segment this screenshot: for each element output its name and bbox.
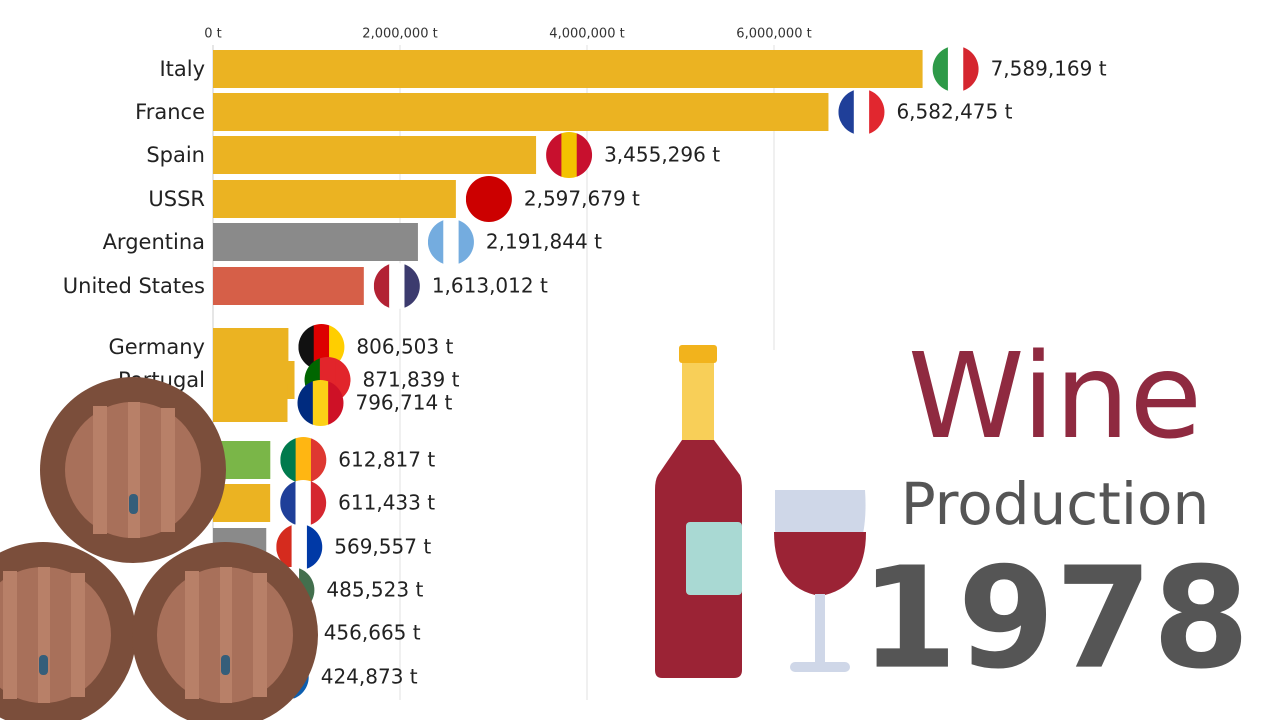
flag-stripe <box>310 437 327 483</box>
flag-stripe <box>838 89 855 135</box>
flag-stripe <box>427 219 444 265</box>
category-label: Italy <box>159 57 205 81</box>
flag <box>373 263 420 309</box>
value-label: 612,817 t <box>338 448 435 472</box>
flag <box>932 46 979 92</box>
value-label: 1,613,012 t <box>432 274 548 298</box>
flag-stripe <box>443 219 460 265</box>
flag <box>838 89 885 135</box>
bar <box>213 267 364 305</box>
flag-stripe <box>963 46 979 92</box>
flag-stripe <box>310 480 327 526</box>
value-label: 806,503 t <box>356 335 453 359</box>
flag-stripe <box>297 380 314 426</box>
flag-stripe <box>295 437 312 483</box>
value-label: 485,523 t <box>326 578 423 602</box>
value-label: 7,589,169 t <box>991 57 1107 81</box>
flag <box>280 480 327 526</box>
bar <box>213 328 289 366</box>
x-tick-label: 4,000,000 t <box>549 27 624 42</box>
flag-stripe <box>853 89 870 135</box>
flag <box>427 219 474 265</box>
flag-stripe <box>306 524 323 570</box>
flag <box>465 176 512 222</box>
flag-stripe <box>561 132 578 178</box>
flag-stripe <box>276 524 293 570</box>
barrels <box>0 377 318 720</box>
bar <box>213 223 418 261</box>
x-tick-label: 0 t <box>204 27 222 42</box>
bar <box>213 384 288 422</box>
value-label: 611,433 t <box>338 491 435 515</box>
value-label: 796,714 t <box>355 391 452 415</box>
x-tick-label: 2,000,000 t <box>362 27 437 42</box>
wine-bottle <box>655 345 742 678</box>
flag-stripe <box>404 263 420 309</box>
bar <box>213 50 923 88</box>
wine-glass <box>774 490 866 672</box>
bar <box>213 180 456 218</box>
subtitle: Production <box>901 470 1210 538</box>
plot-area: 0 t 2,000,000 t 4,000,000 t 6,000,000 t 7,58… <box>63 27 1107 700</box>
flag <box>546 132 593 178</box>
flag <box>280 437 327 483</box>
flag-stripe <box>373 263 390 309</box>
flag-stripe <box>458 219 474 265</box>
period-label: 1978 <box>860 538 1250 701</box>
category-label: USSR <box>148 187 205 211</box>
flag-stripe <box>389 263 405 309</box>
flag-stripe <box>576 132 593 178</box>
bar <box>213 93 829 131</box>
flag-stripe <box>312 380 329 426</box>
category-label: France <box>135 100 205 124</box>
title: Wine <box>908 327 1202 465</box>
flag-stripe <box>869 89 885 135</box>
flag-stripe <box>546 132 562 178</box>
flag <box>297 380 344 426</box>
flag-stripe <box>328 380 344 426</box>
value-label: 871,839 t <box>363 368 460 392</box>
flag <box>276 524 323 570</box>
bar <box>213 136 537 174</box>
flag-stripe <box>295 480 312 526</box>
value-label: 6,582,475 t <box>896 100 1012 124</box>
flag-stripe <box>481 176 498 222</box>
category-label: Spain <box>146 143 205 167</box>
value-label: 3,455,296 t <box>604 143 720 167</box>
category-label: Germany <box>108 335 205 359</box>
x-tick-label: 6,000,000 t <box>736 27 811 42</box>
value-label: 424,873 t <box>321 665 418 689</box>
flag-stripe <box>465 176 482 222</box>
flag-stripe <box>947 46 964 92</box>
value-label: 2,191,844 t <box>486 230 602 254</box>
category-label: United States <box>63 274 205 298</box>
value-label: 569,557 t <box>334 535 431 559</box>
category-label: Argentina <box>103 230 205 254</box>
value-label: 2,597,679 t <box>524 187 640 211</box>
flag-stripe <box>496 176 512 222</box>
flag-stripe <box>298 324 315 370</box>
flag-stripe <box>280 480 297 526</box>
flag-stripe <box>291 524 308 570</box>
flag-stripe <box>932 46 949 92</box>
flag-stripe <box>280 437 297 483</box>
value-label: 456,665 t <box>324 621 421 645</box>
